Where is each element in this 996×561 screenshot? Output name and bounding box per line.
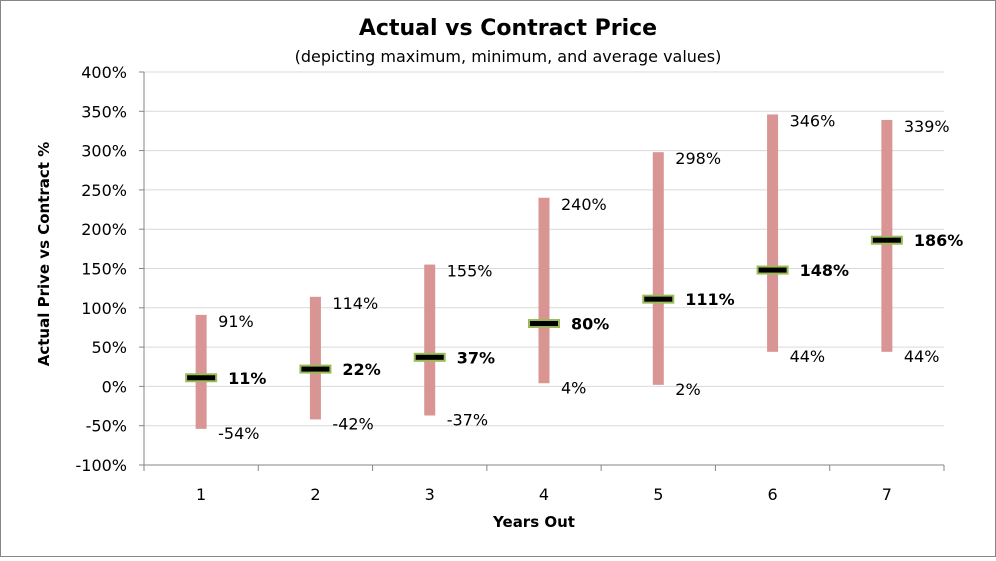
y-tick-label: -50% [86,417,127,436]
avg-value-label: 37% [457,348,495,367]
x-tick-label: 6 [767,485,777,504]
y-tick-label: 200% [81,220,127,239]
y-tick-label: 150% [81,260,127,279]
average-marker [299,364,332,374]
min-value-label: -37% [447,410,488,429]
x-tick-label: 1 [196,485,206,504]
min-value-label: 44% [904,347,940,366]
average-marker [185,373,218,383]
y-tick-label: 300% [81,142,127,161]
y-axis-label: Actual Prive vs Contract % [35,142,53,366]
range-bar [424,264,436,416]
range-bar [309,296,321,420]
average-marker [642,294,675,304]
min-value-label: -42% [332,414,373,433]
x-axis-label: Years Out [492,513,575,531]
min-value-label: 4% [561,378,586,397]
chart-title: Actual vs Contract Price [359,16,657,41]
y-tick-label: 250% [81,181,127,200]
range-bar [767,114,779,352]
range-bar [652,152,664,385]
max-value-label: 114% [332,294,378,313]
avg-value-label: 111% [685,290,734,309]
range-bar [195,314,207,429]
max-value-label: 240% [561,195,607,214]
y-tick-label: 50% [91,338,127,357]
max-value-label: 346% [790,111,836,130]
min-value-label: 44% [790,347,826,366]
avg-value-label: 186% [914,231,963,250]
average-marker [756,265,789,275]
avg-value-label: 80% [571,315,609,334]
min-value-label: 2% [675,380,700,399]
data-marks [185,114,903,429]
y-tick-label: 400% [81,63,127,82]
average-marker [528,319,560,329]
max-value-label: 339% [904,117,950,136]
y-tick-label: -100% [75,456,127,475]
avg-value-label: 22% [342,360,380,379]
axes [139,71,945,471]
x-tick-label: 7 [882,485,892,504]
y-tick-label: 100% [81,299,127,318]
min-value-label: -54% [218,424,259,443]
avg-value-label: 148% [800,261,849,280]
average-marker [870,235,903,245]
avg-value-label: 11% [228,369,266,388]
max-value-label: 91% [218,312,254,331]
y-tick-label: 350% [81,102,127,121]
range-bar [538,197,550,384]
chart-subtitle: (depicting maximum, minimum, and average… [295,47,722,66]
x-tick-label: 2 [310,485,320,504]
average-marker [413,352,446,362]
x-tick-label: 4 [539,485,549,504]
y-tick-label: 0% [102,377,127,396]
max-value-label: 155% [447,262,493,281]
x-tick-label: 3 [425,485,435,504]
max-value-label: 298% [675,149,721,168]
x-tick-label: 5 [653,485,663,504]
data-labels: -100% -50% 0% 50% 100% 150% 200% 250% 300% 350% 40… [75,63,963,504]
